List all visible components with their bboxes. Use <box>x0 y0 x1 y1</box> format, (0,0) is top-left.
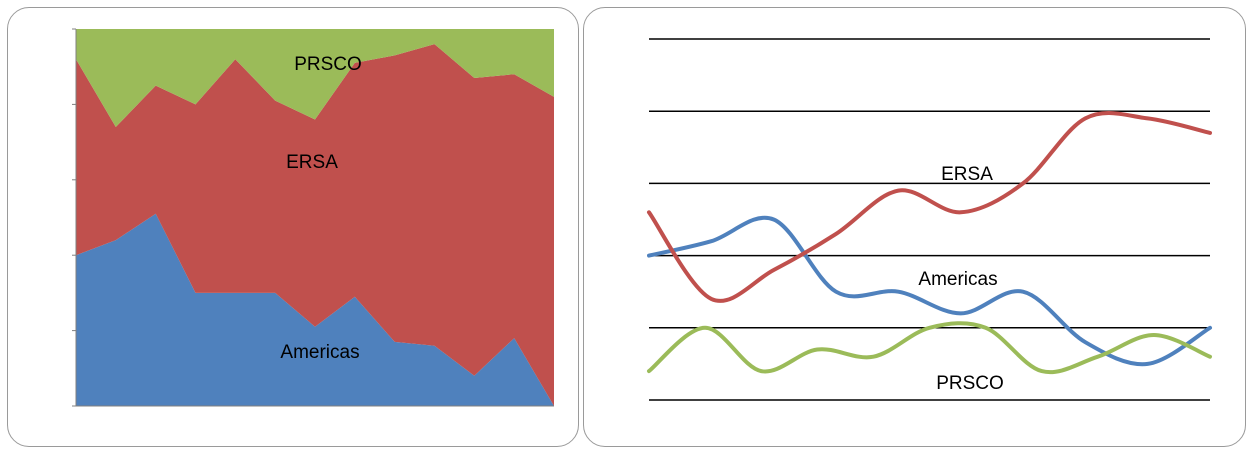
line-americas <box>647 215 1212 367</box>
right-chart-panel: ERSA Americas PRSCO <box>583 7 1246 447</box>
area-prsco <box>76 29 554 127</box>
series-label-ersa: ERSA <box>941 164 993 185</box>
left-chart-panel: PRSCO ERSA Americas <box>7 7 579 447</box>
line-ersa <box>647 111 1212 303</box>
series-label-americas: Americas <box>280 342 359 363</box>
series-label-prsco: PRSCO <box>936 373 1004 394</box>
area-americas <box>76 213 554 406</box>
line-chart: ERSA Americas PRSCO <box>647 38 1212 401</box>
series-label-prsco: PRSCO <box>294 54 362 75</box>
line-prsco <box>647 321 1212 375</box>
series-label-americas: Americas <box>918 269 997 290</box>
stacked-area-chart: PRSCO ERSA Americas <box>72 28 554 407</box>
series-label-ersa: ERSA <box>286 152 338 173</box>
area-ersa <box>76 44 554 406</box>
